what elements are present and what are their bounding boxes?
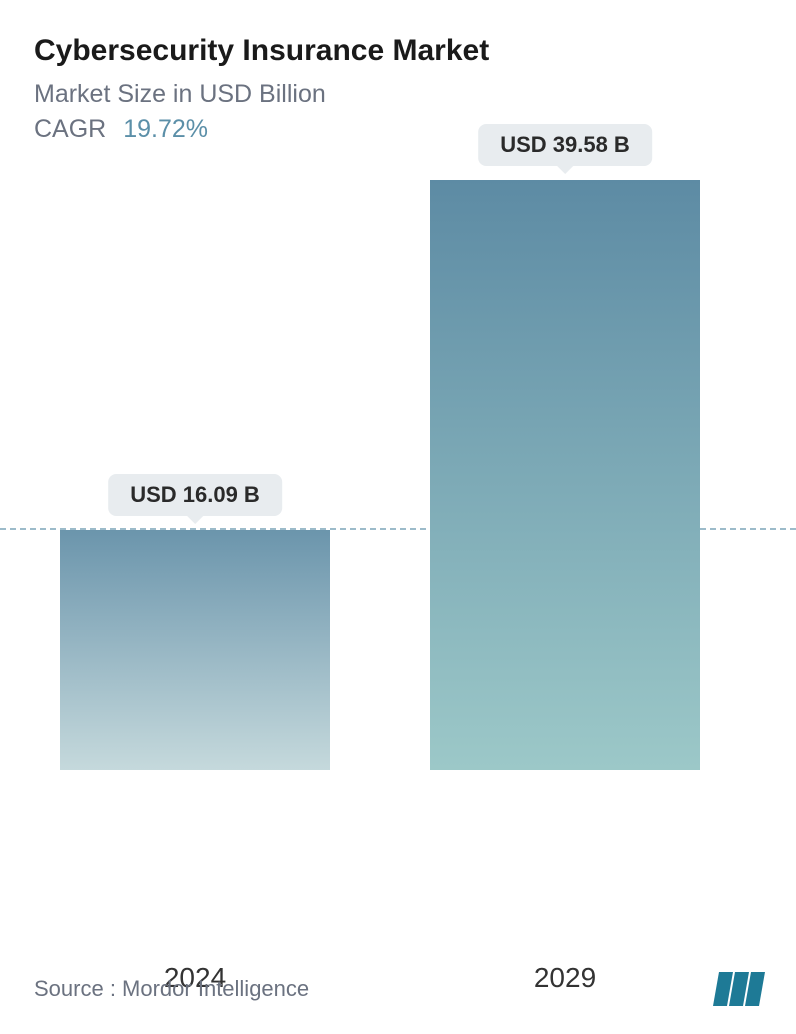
bar-fill bbox=[60, 530, 330, 770]
chart-container: Cybersecurity Insurance Market Market Si… bbox=[0, 0, 796, 1034]
cagr-label: CAGR bbox=[34, 115, 106, 143]
bar-value-chip: USD 39.58 B bbox=[478, 124, 652, 166]
cagr-value: 19.72% bbox=[123, 115, 208, 143]
chart-plot-area: USD 16.09 B USD 39.58 B bbox=[0, 180, 796, 900]
bar-fill bbox=[430, 180, 700, 770]
cagr-row: CAGR 19.72% bbox=[34, 115, 762, 144]
bar-value-chip: USD 16.09 B bbox=[108, 474, 282, 516]
bar-group: USD 39.58 B bbox=[430, 180, 700, 770]
source-attribution: Source : Mordor Intelligence bbox=[34, 976, 309, 1002]
brand-logo bbox=[716, 972, 762, 1006]
chart-subtitle: Market Size in USD Billion bbox=[34, 80, 762, 109]
chart-title: Cybersecurity Insurance Market bbox=[34, 34, 762, 68]
chart-footer: Source : Mordor Intelligence bbox=[34, 972, 762, 1006]
bar-group: USD 16.09 B bbox=[60, 530, 330, 770]
